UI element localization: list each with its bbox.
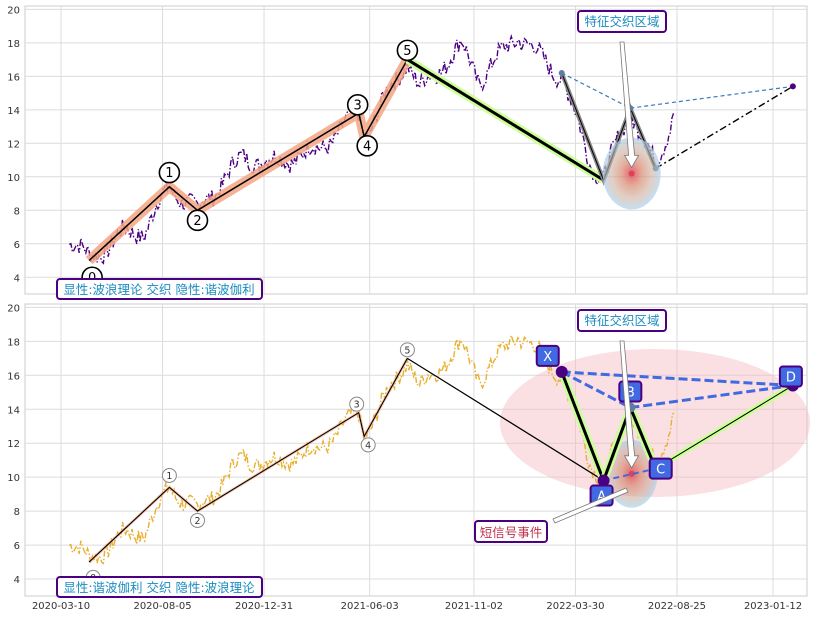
wave-label-circle bbox=[346, 93, 369, 116]
y-tick-label: 10 bbox=[7, 473, 20, 484]
wave-label-text: 3 bbox=[354, 400, 360, 411]
y-tick-label: 10 bbox=[7, 173, 20, 184]
feature-zone-label-box bbox=[577, 309, 667, 332]
wave-label-circle bbox=[161, 467, 177, 483]
wave-label-circle bbox=[399, 342, 415, 358]
cycle-line bbox=[406, 58, 605, 182]
x-tick-label: 2020-03-10 bbox=[32, 601, 90, 612]
y-tick-label: 14 bbox=[7, 405, 20, 416]
panel-caption: 显性:波浪理论 交织 隐性:谐波伽利 bbox=[63, 282, 254, 297]
projection-line bbox=[655, 85, 794, 170]
feature-zone-label-box bbox=[577, 10, 667, 33]
x-tick-label: 2021-06-03 bbox=[341, 601, 399, 612]
y-tick-label: 12 bbox=[7, 139, 20, 150]
x-tick-label: 2020-12-31 bbox=[235, 601, 293, 612]
wave-label-text: 4 bbox=[363, 139, 371, 154]
x-tick-label: 2023-01-12 bbox=[744, 601, 802, 612]
harmonic-marker bbox=[555, 365, 568, 378]
y-tick-label: 20 bbox=[7, 303, 20, 314]
x-tick-label: 2022-03-30 bbox=[546, 601, 604, 612]
harmonic-label: D bbox=[786, 370, 796, 385]
y-tick-label: 14 bbox=[7, 106, 20, 117]
y-tick-label: 18 bbox=[7, 337, 20, 348]
x-tick-label: 2021-11-02 bbox=[445, 601, 503, 612]
wave-label-text: 5 bbox=[403, 44, 411, 59]
wave-label-text: 2 bbox=[193, 214, 201, 229]
harmonic-label: X bbox=[543, 350, 552, 365]
y-tick-label: 16 bbox=[7, 371, 20, 382]
feature-zone-center bbox=[628, 170, 635, 177]
harmonic-label: B bbox=[626, 386, 635, 401]
x-tick-label: 2022-08-25 bbox=[648, 601, 706, 612]
bottom-panel: 468101214161820XABCD012345特征交织区域短信号事件显性:… bbox=[7, 303, 810, 612]
cycle-line bbox=[407, 357, 604, 482]
bd-dashed bbox=[630, 384, 794, 410]
y-tick-label: 4 bbox=[14, 273, 20, 284]
y-tick-label: 6 bbox=[14, 240, 20, 251]
wave-label-circle bbox=[349, 396, 365, 412]
y-tick-label: 16 bbox=[7, 72, 20, 83]
y-tick-label: 4 bbox=[14, 575, 20, 586]
panel-caption: 显性:谐波伽利 交织 隐性:波浪理论 bbox=[63, 580, 255, 595]
harmonic-label: C bbox=[656, 463, 665, 478]
wave-label-text: 4 bbox=[365, 440, 371, 451]
harmonic-marker bbox=[597, 474, 610, 487]
harmonic-marker bbox=[558, 69, 565, 76]
feature-zone-arrow bbox=[619, 340, 640, 469]
short-signal-label-box bbox=[474, 520, 548, 543]
y-tick-label: 8 bbox=[14, 206, 20, 217]
panel-caption-box bbox=[56, 278, 263, 300]
y-tick-label: 20 bbox=[7, 5, 20, 16]
wave-line bbox=[88, 358, 408, 563]
y-tick-label: 8 bbox=[14, 507, 20, 518]
harmonic-line bbox=[560, 371, 605, 482]
wave-label-circle bbox=[396, 39, 419, 62]
pattern-zone-ellipse bbox=[500, 349, 810, 497]
panel-caption-box bbox=[56, 576, 263, 598]
feature-zone-label: 特征交织区域 bbox=[584, 313, 659, 328]
y-tick-label: 18 bbox=[7, 39, 20, 50]
y-tick-label: 6 bbox=[14, 541, 20, 552]
wave-label-circle bbox=[190, 512, 206, 528]
wave-label-text: 1 bbox=[166, 471, 172, 482]
short-signal-arrow bbox=[552, 487, 629, 524]
short-signal-label: 短信号事件 bbox=[480, 525, 543, 540]
y-tick-label: 12 bbox=[7, 439, 20, 450]
xb-dashed bbox=[561, 72, 631, 109]
wave-label-circle bbox=[158, 161, 181, 184]
wave-line bbox=[88, 59, 409, 262]
feature-zone-label: 特征交织区域 bbox=[584, 14, 659, 29]
feature-zone-arrow bbox=[619, 41, 640, 169]
harmonic-label-box bbox=[535, 344, 560, 367]
projection-line bbox=[655, 385, 794, 470]
wave-label-circle bbox=[356, 135, 378, 157]
wave-label-circle bbox=[360, 437, 376, 453]
feature-zone-center bbox=[628, 470, 635, 477]
bd-dashed bbox=[630, 85, 793, 109]
x-tick-label: 2020-08-05 bbox=[133, 601, 191, 612]
wave-label-text: 3 bbox=[354, 98, 362, 113]
ac-dashed bbox=[603, 467, 656, 482]
wave-label-text: 1 bbox=[165, 166, 173, 181]
wave-label-text: 2 bbox=[194, 516, 200, 527]
harmonic-label-box bbox=[778, 365, 803, 388]
harmonic-label-box bbox=[648, 457, 673, 480]
wave-label-text: 5 bbox=[404, 345, 410, 356]
wave-label-circle bbox=[186, 209, 209, 232]
harmonic-label: A bbox=[597, 490, 606, 505]
harmonic-marker bbox=[789, 83, 796, 90]
top-panel: 468101214161820012345特征交织区域显性:波浪理论 交织 隐性… bbox=[7, 5, 808, 300]
